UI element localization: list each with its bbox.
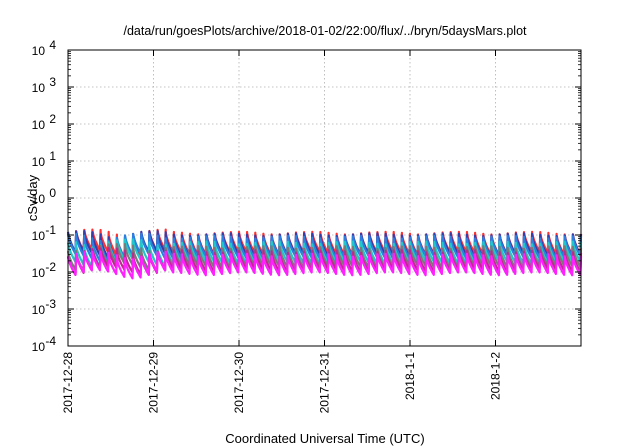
series-line [66,238,583,268]
y-axis-title: cSv/day [25,174,40,221]
grid [68,50,581,346]
series-line [66,250,583,280]
y-tick-exponent: -1 [45,223,56,237]
y-tick-exponent: -2 [45,260,56,274]
series-line [66,232,583,263]
x-tick-label: 2017-12-31 [318,352,332,414]
x-tick-label: 2017-12-28 [61,352,75,414]
y-tick-exponent: -3 [45,297,56,311]
y-tick-label: 10 [32,81,46,95]
y-tick-label: 10 [32,44,46,58]
y-tick-exponent: 1 [49,149,56,163]
y-tick-exponent: 0 [49,186,56,200]
x-axis-title: Coordinated Universal Time (UTC) [225,431,424,446]
x-axis: 2017-12-28 2017-12-29 2017-12-30 2017-12-31… [61,50,503,413]
x-tick-label: 2017-12-30 [232,352,246,414]
y-tick-label: 10 [32,303,46,317]
series-group [66,228,583,280]
chart-title: /data/run/goesPlots/archive/2018-01-02/2… [123,24,527,38]
x-tick-label: 2018-1-2 [489,352,503,400]
x-tick-label: 2017-12-29 [147,352,161,414]
y-tick-label: 10 [32,229,46,243]
y-tick-exponent: 2 [49,112,56,126]
y-tick-exponent: -4 [45,334,56,348]
y-tick-label: 10 [32,118,46,132]
y-tick-label: 10 [32,266,46,280]
y-tick-label: 10 [32,155,46,169]
y-tick-label: 10 [32,192,46,206]
y-tick-label: 10 [32,340,46,354]
y-tick-exponent: 3 [49,75,56,89]
y-tick-exponent: 4 [49,38,56,52]
x-tick-label: 2018-1-1 [403,352,417,400]
